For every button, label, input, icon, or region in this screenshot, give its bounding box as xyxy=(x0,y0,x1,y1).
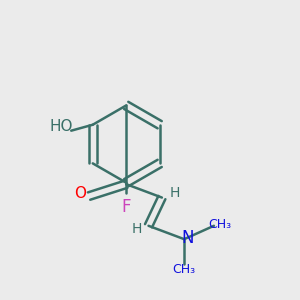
Text: CH₃: CH₃ xyxy=(208,218,231,231)
Text: O: O xyxy=(74,186,86,201)
Text: CH₃: CH₃ xyxy=(172,263,196,276)
Text: H: H xyxy=(170,186,181,200)
Text: N: N xyxy=(182,229,194,247)
Text: H: H xyxy=(131,222,142,236)
Text: HO: HO xyxy=(49,119,73,134)
Text: F: F xyxy=(122,198,131,216)
